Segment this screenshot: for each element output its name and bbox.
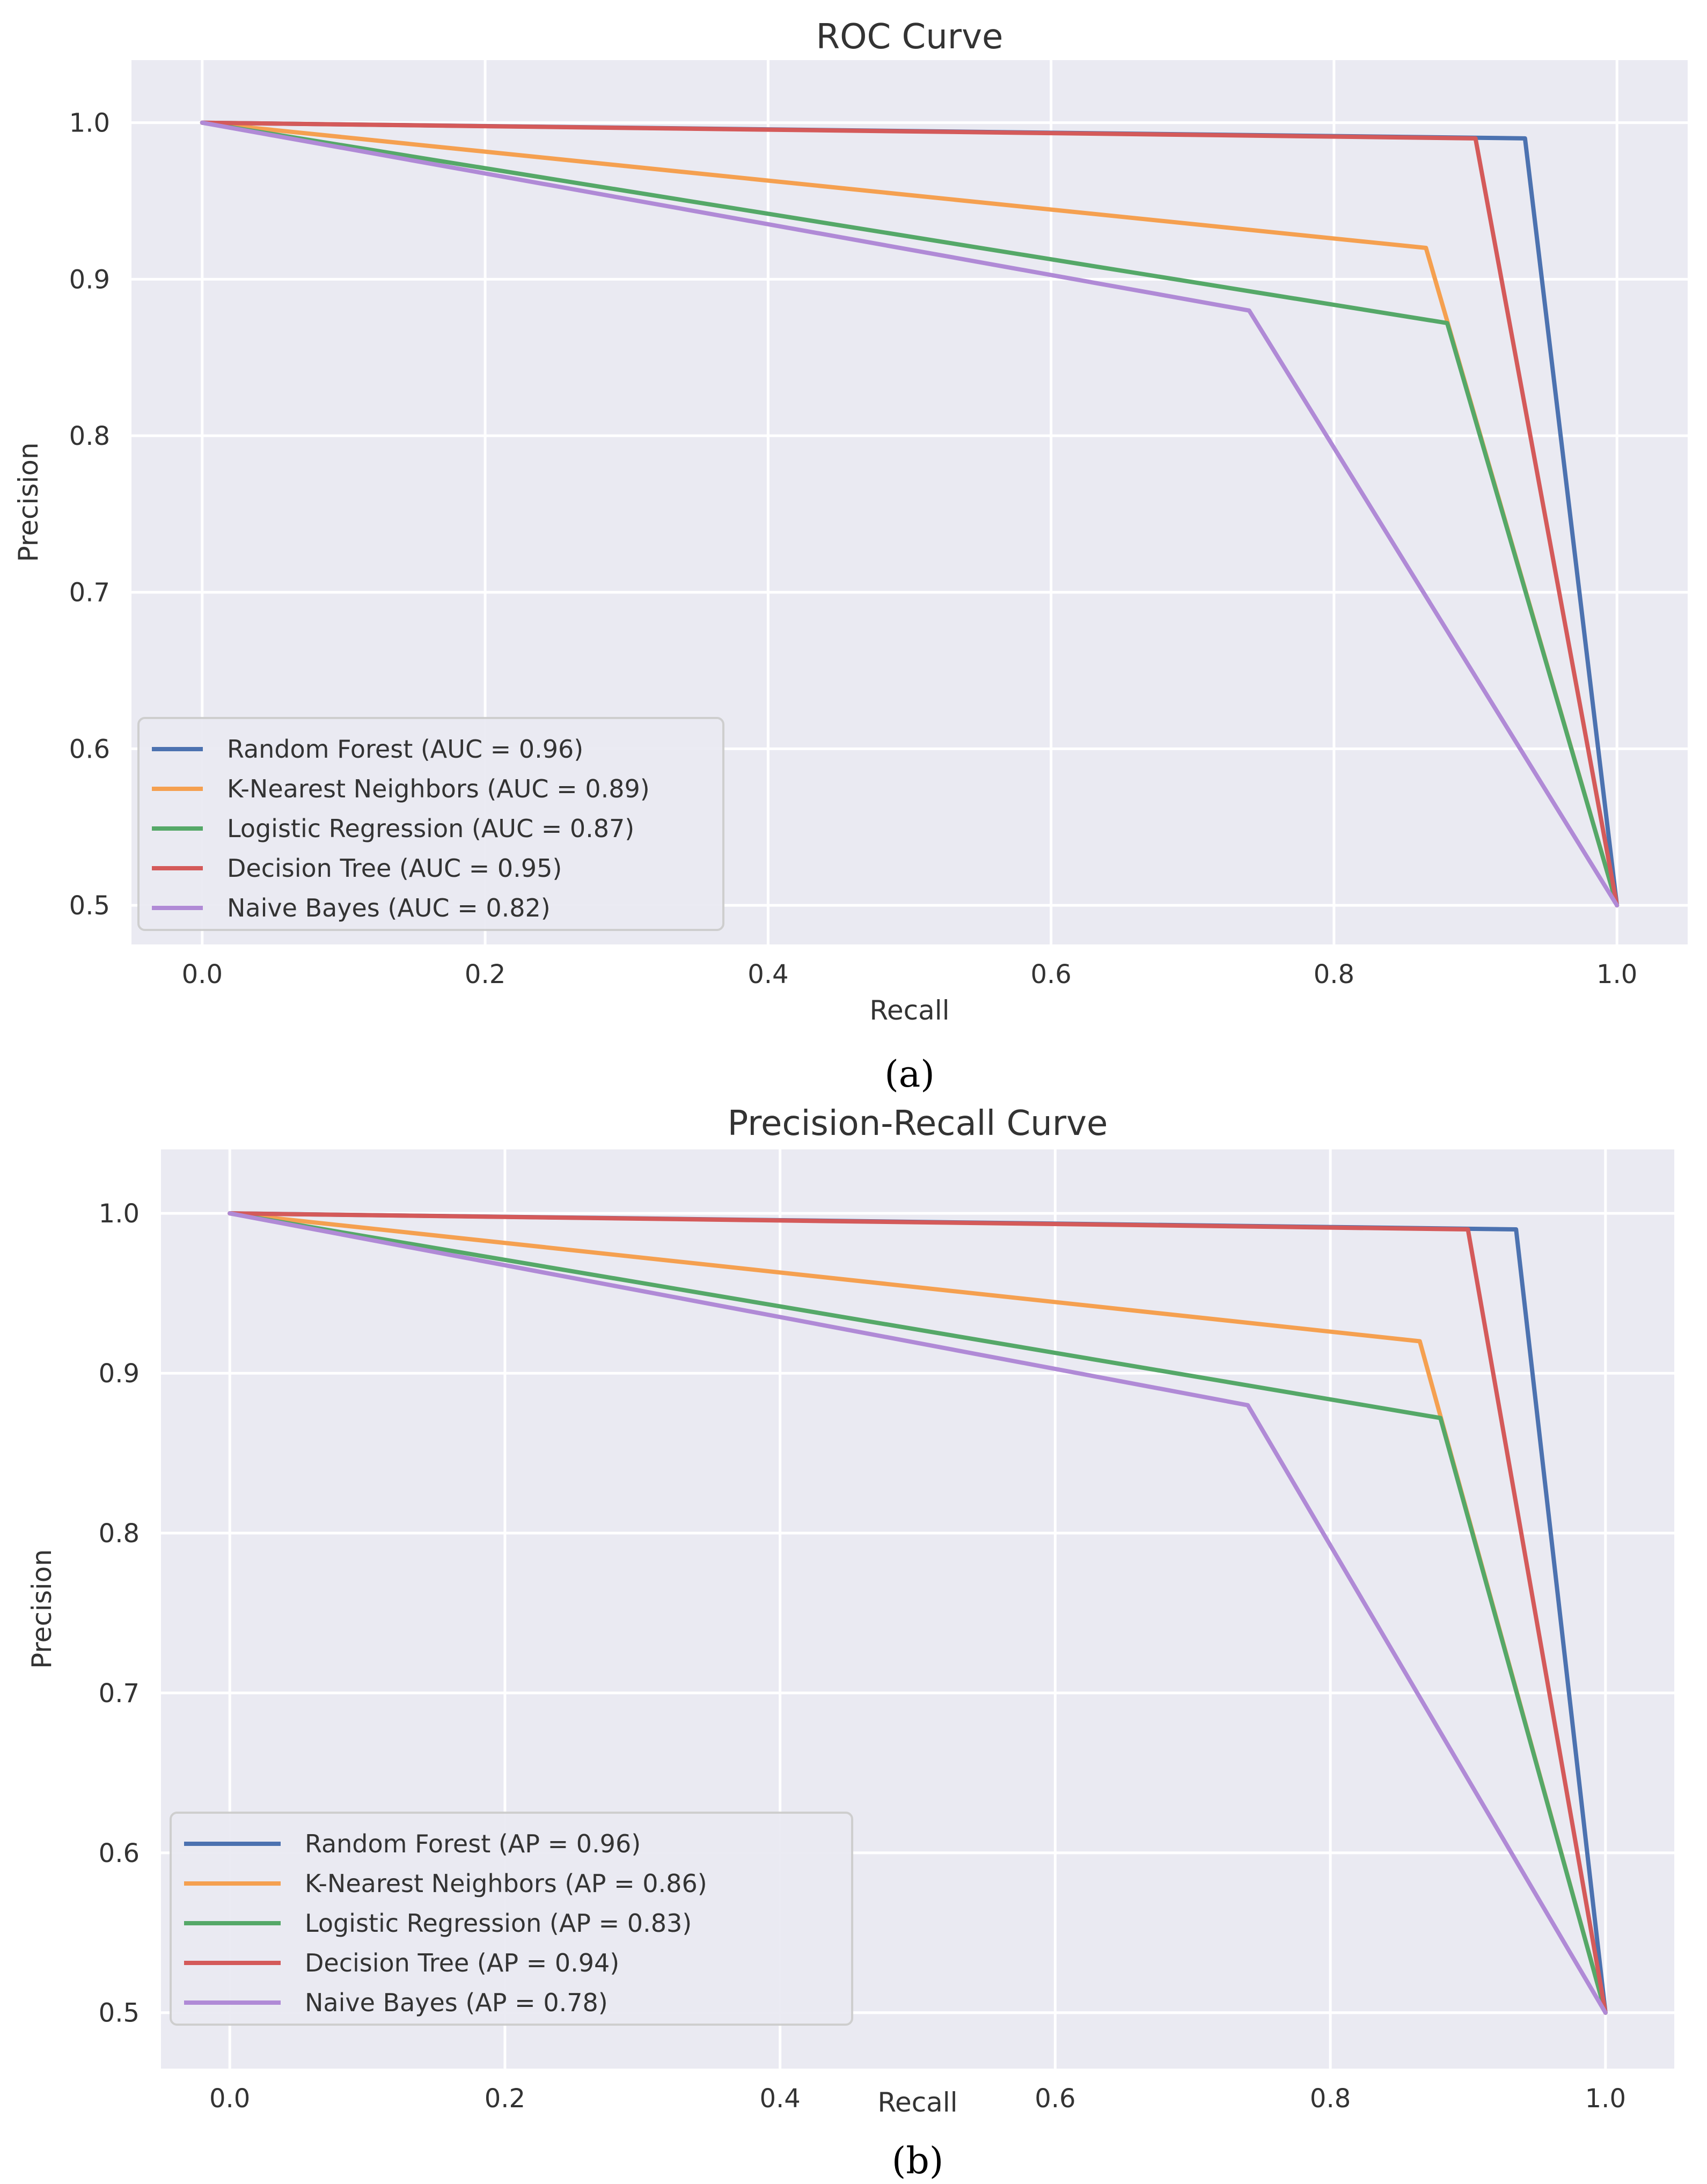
y-tick-label: 1.0 [69, 108, 110, 138]
x-tick-label: 0.4 [759, 2084, 800, 2114]
y-tick-label: 0.7 [69, 578, 110, 608]
x-tick-label: 0.4 [748, 959, 788, 990]
x-tick-label: 0.6 [1030, 959, 1071, 990]
x-tick-label: 1.0 [1585, 2084, 1626, 2114]
legend-entry: Decision Tree (AP = 0.94) [305, 1948, 619, 1977]
x-tick-label: 0.6 [1035, 2084, 1075, 2114]
y-axis-label: Precision [13, 442, 44, 562]
legend-box [170, 1812, 853, 2026]
legend-entry: K-Nearest Neighbors (AUC = 0.89) [227, 774, 650, 803]
series-line [200, 120, 1620, 908]
y-tick-label: 0.8 [69, 421, 110, 451]
legend-entry: Logistic Regression (AUC = 0.87) [227, 814, 634, 843]
x-tick-label: 0.2 [465, 959, 505, 990]
y-tick-label: 0.8 [99, 1519, 140, 1549]
panel-label: (a) [884, 1053, 935, 1096]
y-tick-label: 0.9 [99, 1359, 140, 1389]
x-axis-label: Recall [869, 995, 949, 1026]
chart-roc: 0.0 0.2 0.4 0.6 0.8 1.0 0.5 0.6 0.7 0.8 0.9 1.0 ROC … [13, 17, 1688, 1096]
y-tick-label: 0.5 [69, 891, 110, 921]
legend-entry: Random Forest (AP = 0.96) [305, 1829, 641, 1858]
x-tick-label: 0.8 [1314, 959, 1354, 990]
panel-label: (b) [892, 2140, 944, 2182]
legend-entry: Naive Bayes (AP = 0.78) [305, 1988, 608, 2017]
series-line [228, 1211, 1608, 2015]
y-tick-label: 0.6 [69, 734, 110, 764]
x-tick-label: 0.8 [1310, 2084, 1351, 2114]
chart-title: Precision-Recall Curve [728, 1104, 1108, 1144]
chart-title: ROC Curve [816, 17, 1003, 57]
legend: Random Forest (AP = 0.96) K-Nearest Neigh… [170, 1812, 853, 2026]
series-line [228, 1211, 1608, 2015]
y-axis-label: Precision [26, 1549, 57, 1669]
x-axis-label: Recall [877, 2087, 957, 2118]
series-line [200, 120, 1620, 908]
legend-entry: Random Forest (AUC = 0.96) [227, 735, 583, 764]
legend: Random Forest (AUC = 0.96) K-Nearest Neig… [137, 717, 724, 931]
series-line [200, 120, 1620, 908]
legend-entry: Logistic Regression (AP = 0.83) [305, 1909, 692, 1938]
legend-entry: K-Nearest Neighbors (AP = 0.86) [305, 1869, 707, 1898]
y-tick-label: 0.5 [99, 1998, 140, 2028]
chart-precision-recall: 0.0 0.2 0.4 0.6 0.8 1.0 0.5 0.6 0.7 0.8 0.9 1.0 Prec… [26, 1104, 1674, 2182]
y-tick-label: 1.0 [99, 1199, 140, 1229]
y-tick-label: 0.6 [99, 1838, 140, 1868]
legend-box [137, 717, 724, 931]
x-tick-label: 1.0 [1596, 959, 1637, 990]
y-tick-label: 0.9 [69, 265, 110, 295]
x-tick-label: 0.0 [209, 2084, 250, 2114]
legend-entry: Decision Tree (AUC = 0.95) [227, 854, 562, 883]
series-line [228, 1211, 1608, 2015]
x-tick-label: 0.2 [485, 2084, 525, 2114]
legend-entry: Naive Bayes (AUC = 0.82) [227, 893, 551, 922]
x-tick-label: 0.0 [182, 959, 223, 990]
y-tick-label: 0.7 [99, 1679, 140, 1709]
